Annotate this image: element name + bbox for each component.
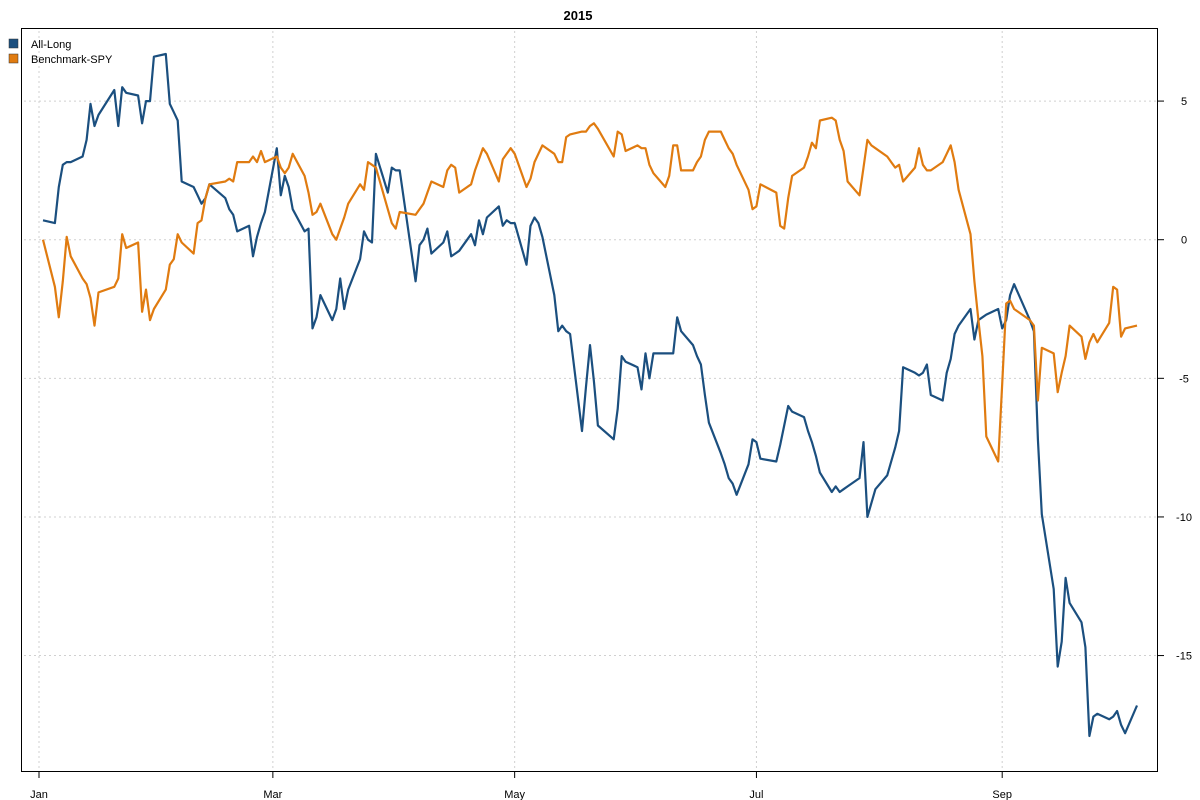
y-axis: 5 0 -5 -10 -15 <box>1158 96 1192 663</box>
series-line-1 <box>42 52 1139 738</box>
x-axis: Jan Mar May Jul Sep <box>30 772 1012 800</box>
series-lines <box>41 52 1139 738</box>
legend-label: All-Long <box>31 39 71 51</box>
y-tick-label: 0 <box>1181 235 1187 247</box>
y-tick-label: -5 <box>1179 373 1189 385</box>
y-tick-label: -15 <box>1176 651 1192 663</box>
legend-label: Benchmark-SPY <box>31 54 113 66</box>
x-tick-label: Jan <box>30 789 48 800</box>
legend-swatch <box>8 38 19 49</box>
chart-title: 2015 <box>564 8 593 23</box>
y-tick-label: -10 <box>1176 512 1192 524</box>
x-tick-label: Sep <box>992 789 1012 800</box>
x-tick-label: May <box>504 789 525 800</box>
legend: All-Long Benchmark-SPY <box>8 38 113 66</box>
y-tick-label: 5 <box>1181 96 1187 108</box>
legend-swatch <box>8 53 19 64</box>
series-line-2 <box>41 116 1138 463</box>
plot-frame <box>21 28 1158 772</box>
x-tick-label: Jul <box>749 789 763 800</box>
gridlines <box>24 31 1158 772</box>
x-tick-label: Mar <box>263 789 282 800</box>
